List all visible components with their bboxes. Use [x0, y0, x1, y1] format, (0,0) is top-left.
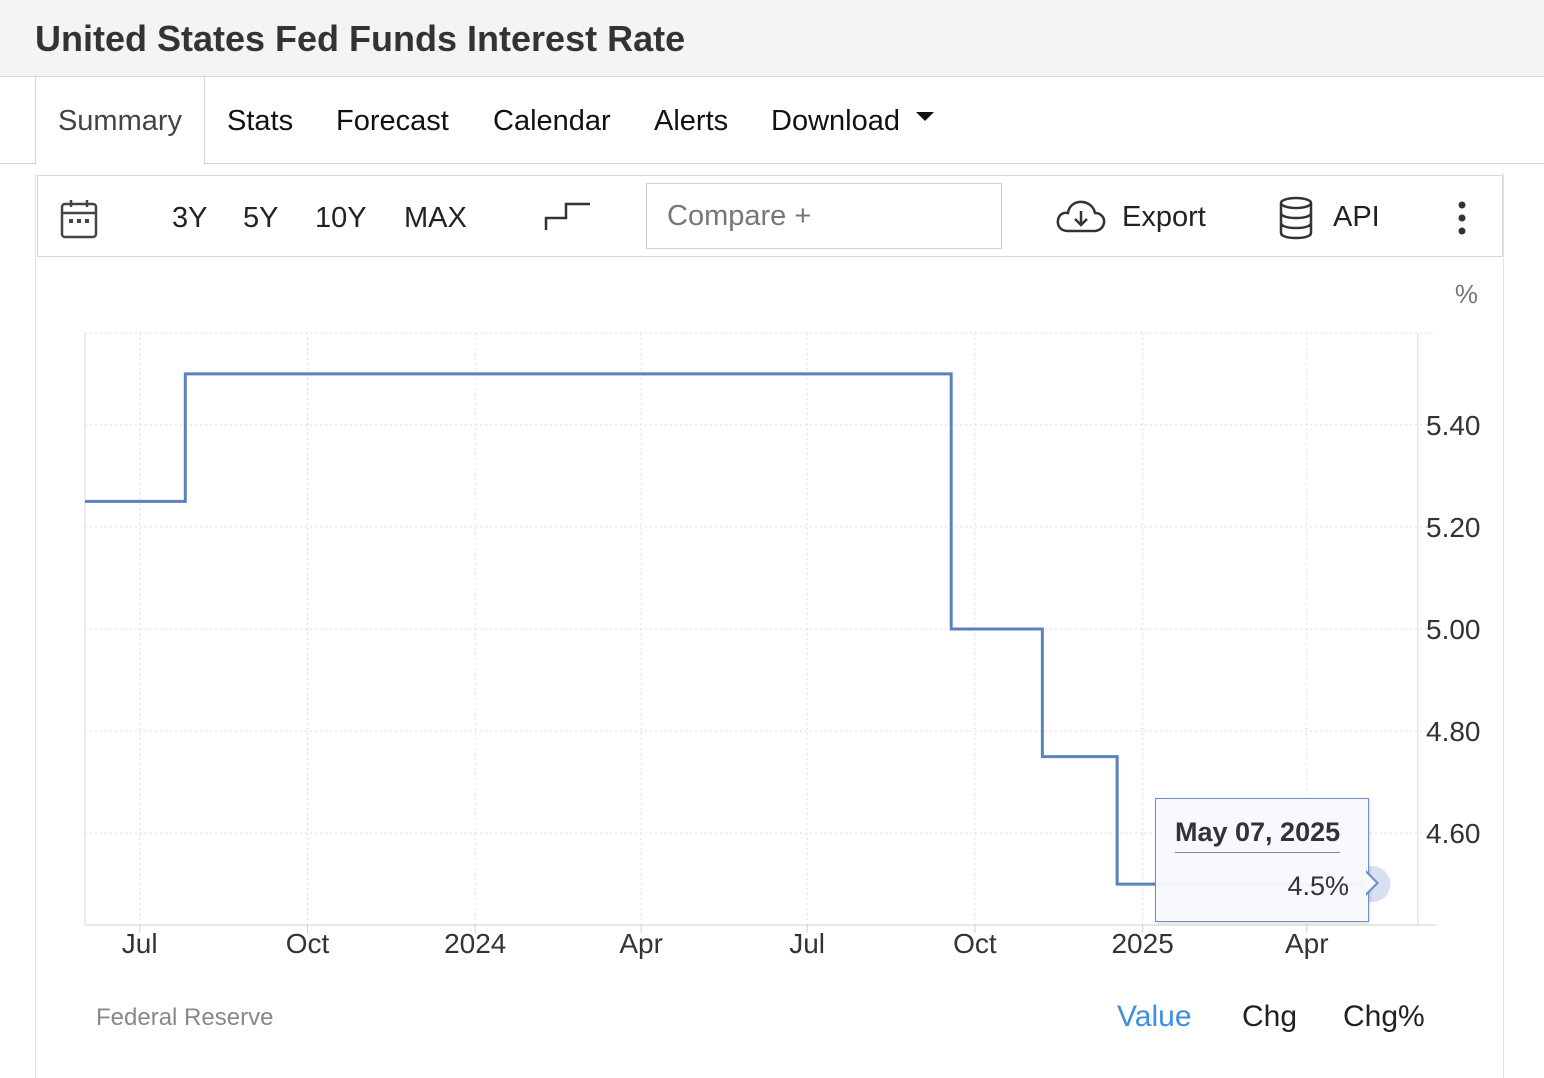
compare-input[interactable]	[646, 183, 1002, 249]
x-tick-label: Apr	[1285, 928, 1329, 959]
x-tick-label: Oct	[953, 928, 997, 959]
x-tick-label: Jul	[789, 928, 825, 959]
y-tick-label: 5.40	[1426, 410, 1481, 441]
range-5y[interactable]: 5Y	[243, 202, 279, 234]
y-tick-label: 4.60	[1426, 818, 1481, 849]
tooltip-value: 4.5%	[1287, 871, 1349, 901]
tab-alerts[interactable]: Alerts	[654, 105, 729, 137]
title-bar: United States Fed Funds Interest Rate	[0, 0, 1544, 77]
x-tick-label: Oct	[286, 928, 330, 959]
x-tick-label: 2025	[1111, 928, 1173, 959]
database-icon[interactable]	[1278, 196, 1314, 240]
toggle-chg[interactable]: Chg	[1242, 1000, 1298, 1033]
y-axis: 5.40 5.20 5.00 4.80 4.60	[1426, 410, 1481, 849]
chart-panel	[35, 173, 1504, 1078]
y-unit-label: %	[1455, 279, 1478, 309]
api-button[interactable]: API	[1333, 201, 1380, 233]
page-title: United States Fed Funds Interest Rate	[35, 18, 686, 59]
range-max[interactable]: MAX	[404, 202, 467, 234]
tooltip-pointer-fill	[1365, 872, 1376, 894]
toggle-chg-pct[interactable]: Chg%	[1343, 1000, 1425, 1033]
tab-forecast[interactable]: Forecast	[336, 105, 449, 137]
tab-calendar[interactable]: Calendar	[493, 105, 611, 137]
toggle-value[interactable]: Value	[1117, 1000, 1192, 1033]
tab-download-label: Download	[771, 105, 900, 137]
y-tick-label: 5.00	[1426, 614, 1481, 645]
y-tick-label: 4.80	[1426, 716, 1481, 747]
tooltip-date: May 07, 2025	[1175, 817, 1341, 853]
chart-toolbar: 3Y 5Y 10Y MAX Export API	[37, 175, 1503, 257]
x-axis: Jul Oct 2024 Apr Jul Oct 2025 Apr	[122, 928, 1329, 959]
chart-grid	[84, 332, 1436, 933]
y-tick-label: 5.20	[1426, 512, 1481, 543]
cloud-download-icon[interactable]	[1055, 198, 1107, 236]
x-tick-label: Apr	[619, 928, 663, 959]
tooltip: May 07, 2025 4.5%	[1155, 798, 1369, 922]
range-10y[interactable]: 10Y	[315, 202, 367, 234]
series-line	[85, 372, 1373, 886]
step-line-icon[interactable]	[544, 200, 592, 232]
tab-stats[interactable]: Stats	[227, 105, 294, 137]
tab-bar: Summary Stats Forecast Calendar Alerts D…	[0, 77, 1544, 165]
chevron-down-icon	[915, 111, 934, 121]
tab-summary[interactable]: Summary	[35, 77, 205, 165]
range-3y[interactable]: 3Y	[172, 202, 208, 234]
calendar-icon[interactable]	[60, 198, 100, 240]
export-button[interactable]: Export	[1122, 201, 1206, 233]
x-tick-label: 2024	[444, 928, 506, 959]
vertical-dots-icon[interactable]	[1456, 200, 1468, 236]
x-tick-label: Jul	[122, 928, 158, 959]
tab-download[interactable]: Download	[771, 77, 934, 163]
source-label: Federal Reserve	[96, 1004, 274, 1031]
